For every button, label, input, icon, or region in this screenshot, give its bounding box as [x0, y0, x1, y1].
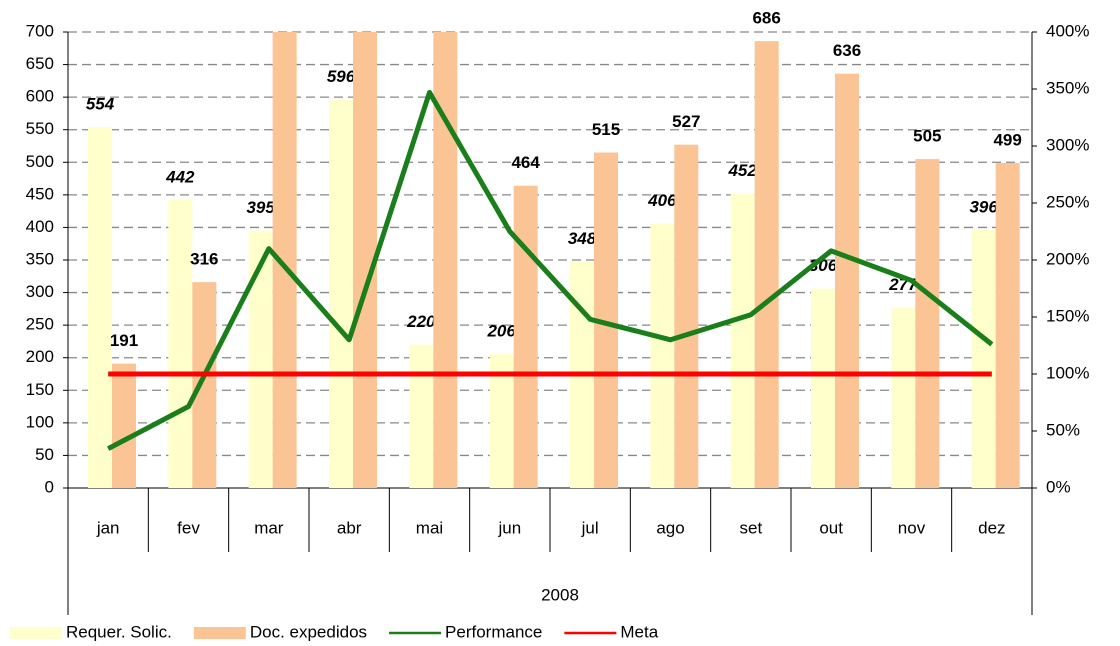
- bar: [192, 282, 217, 488]
- bar: [329, 99, 353, 488]
- y-tick-label: 400: [26, 217, 54, 236]
- value-label: 499: [993, 130, 1021, 149]
- x-tick-label: fev: [177, 518, 200, 537]
- value-label: 395: [246, 198, 275, 217]
- x-tick-label: out: [819, 518, 843, 537]
- bar: [88, 127, 112, 488]
- y-tick-label: 350: [26, 249, 54, 268]
- value-label: 505: [913, 127, 941, 146]
- legend-label: Performance: [445, 622, 542, 641]
- y2-tick-label: 0%: [1046, 477, 1071, 496]
- y-tick-label: 700: [26, 21, 54, 40]
- y-tick-label: 50: [35, 445, 54, 464]
- x-tick-label: abr: [337, 518, 362, 537]
- legend-swatch: [10, 627, 62, 639]
- bar: [835, 73, 859, 488]
- y-tick-label: 150: [26, 380, 54, 399]
- y2-tick-label: 150%: [1046, 306, 1089, 325]
- line-series: [107, 89, 994, 451]
- value-label: 191: [110, 331, 138, 350]
- x-tick-label: jul: [581, 518, 599, 537]
- x-tick-label: nov: [898, 518, 926, 537]
- value-label: 220: [406, 312, 436, 331]
- bar: [811, 288, 835, 488]
- y-tick-label: 200: [26, 347, 54, 366]
- x-tick-label: jun: [497, 518, 521, 537]
- bar: [513, 185, 538, 488]
- x-group-label: 2008: [541, 585, 579, 604]
- y-tick-label: 250: [26, 315, 54, 334]
- y-tick-label: 0: [45, 477, 54, 496]
- value-label: 452: [727, 161, 757, 180]
- legend-swatch: [193, 627, 246, 639]
- value-label: 206: [486, 321, 516, 340]
- y-tick-label: 500: [26, 152, 54, 171]
- y-tick-label: 650: [26, 54, 54, 73]
- bar: [112, 363, 136, 488]
- bar: [650, 223, 675, 488]
- legend-label: Meta: [620, 622, 658, 641]
- x-tick-label: set: [739, 518, 762, 537]
- x-tick-label: mai: [416, 518, 443, 537]
- y-tick-label: 300: [26, 282, 54, 301]
- value-label: 316: [190, 250, 218, 269]
- bar: [754, 41, 779, 488]
- bar: [730, 193, 755, 488]
- y2-tick-label: 400%: [1046, 21, 1089, 40]
- value-label: 527: [672, 112, 700, 131]
- y2-tick-label: 250%: [1046, 192, 1089, 211]
- y-tick-label: 600: [26, 87, 54, 106]
- bar: [168, 200, 193, 488]
- bar: [915, 159, 940, 488]
- bar: [971, 230, 996, 488]
- bar: [674, 144, 699, 488]
- x-tick-label: mar: [254, 518, 284, 537]
- value-label: 636: [833, 41, 861, 60]
- y2-tick-label: 350%: [1046, 78, 1089, 97]
- bar: [995, 162, 1020, 488]
- value-label: 348: [568, 229, 597, 248]
- bar: [409, 344, 434, 488]
- y2-tick-label: 200%: [1046, 249, 1089, 268]
- value-label: 686: [752, 9, 780, 28]
- value-label: 554: [86, 95, 115, 114]
- x-tick-label: ago: [656, 518, 684, 537]
- bar: [248, 230, 273, 488]
- value-label: 396: [969, 198, 998, 217]
- value-label: 406: [647, 191, 677, 210]
- legend-label: Doc. expedidos: [250, 622, 367, 641]
- value-label: 596: [327, 67, 356, 86]
- value-label: 464: [511, 153, 540, 172]
- x-tick-label: dez: [978, 518, 1005, 537]
- bar: [489, 353, 514, 488]
- value-label: 442: [165, 168, 195, 187]
- y-tick-label: 550: [26, 119, 54, 138]
- x-tick-label: jan: [96, 518, 120, 537]
- y2-tick-label: 100%: [1046, 363, 1089, 382]
- y2-tick-label: 300%: [1046, 135, 1089, 154]
- bar: [433, 32, 458, 488]
- y-tick-label: 450: [26, 184, 54, 203]
- y2-tick-label: 50%: [1046, 420, 1080, 439]
- value-label: 515: [592, 120, 620, 139]
- y-tick-label: 100: [26, 412, 54, 431]
- bar: [272, 32, 297, 488]
- bar: [891, 307, 916, 488]
- legend-label: Requer. Solic.: [66, 622, 172, 641]
- bar: [353, 32, 377, 488]
